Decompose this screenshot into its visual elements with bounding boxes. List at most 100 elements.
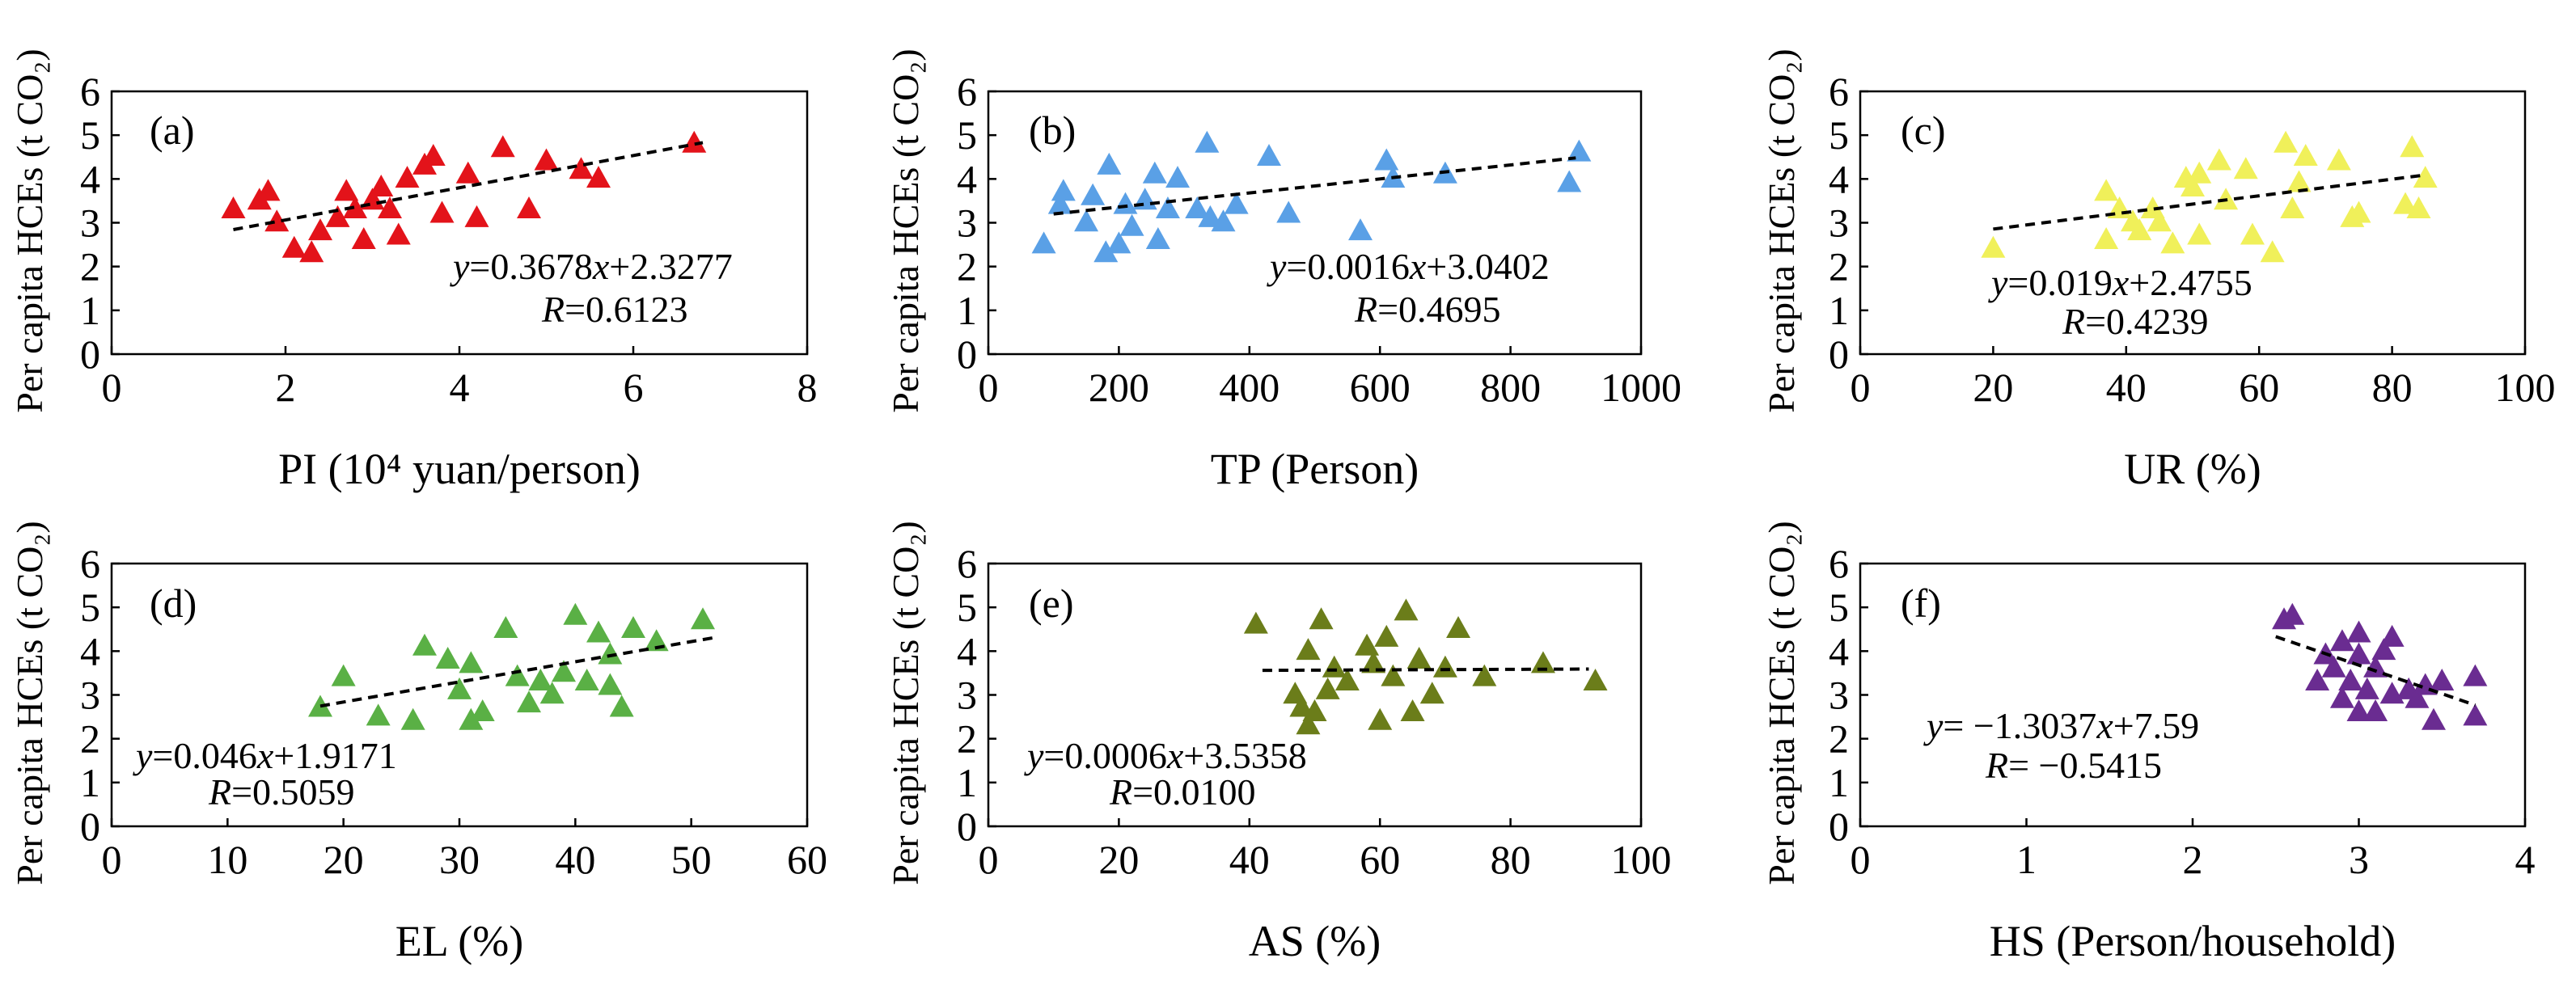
data-point: [598, 642, 623, 665]
y-tick-label: 4: [80, 628, 100, 673]
x-tick-label: 3: [2349, 837, 2369, 882]
data-point: [1347, 218, 1373, 241]
data-point: [1106, 231, 1131, 254]
data-point: [1315, 677, 1340, 699]
data-point: [1119, 213, 1144, 236]
data-point: [343, 196, 367, 219]
y-tick-label: 1: [80, 288, 100, 333]
data-point: [400, 707, 425, 730]
fit-line: [233, 141, 704, 231]
fit-equation: y=0.3678x+2.3277: [450, 246, 733, 287]
plot-frame: [110, 90, 809, 356]
x-tick-label: 4: [2515, 837, 2536, 882]
correlation-label: R=0.0100: [1109, 771, 1256, 813]
data-point: [1374, 148, 1399, 171]
data-point: [569, 157, 594, 179]
x-axis-title: HS (Person/household): [1990, 917, 2396, 965]
x-tick-label: 2: [276, 365, 296, 410]
panel-label: (a): [150, 108, 195, 153]
data-point: [2421, 707, 2446, 730]
data-point: [574, 669, 599, 691]
x-tick-label: 40: [1229, 837, 1270, 882]
data-point: [2280, 196, 2305, 219]
data-point: [2430, 669, 2455, 691]
data-point: [2405, 686, 2430, 708]
x-tick-label: 20: [324, 837, 364, 882]
y-tick-label: 2: [1829, 244, 1849, 289]
data-point: [1394, 598, 1419, 621]
x-tick-label: 6: [624, 365, 644, 410]
data-point: [2206, 148, 2231, 171]
correlation-label: R=0.5059: [208, 771, 355, 813]
data-point: [429, 201, 455, 223]
y-axis-title: Per capita HCEs (t CO₂): [1761, 521, 1802, 885]
data-point: [586, 620, 611, 643]
data-point: [1211, 209, 1236, 232]
x-tick-label: 0: [102, 837, 122, 882]
data-point: [2260, 240, 2285, 263]
data-point: [1031, 231, 1056, 254]
data-point: [1400, 699, 1425, 721]
x-axis-title: UR (%): [2124, 445, 2261, 493]
data-point: [528, 669, 553, 691]
data-point: [2127, 218, 2152, 241]
data-point: [334, 179, 359, 201]
data-point: [1195, 130, 1220, 153]
data-point: [447, 677, 472, 699]
data-point: [2413, 166, 2438, 188]
data-point: [351, 226, 376, 249]
y-tick-label: 6: [80, 69, 100, 114]
data-point: [2240, 222, 2265, 245]
y-axis-title: Per capita HCEs (t CO₂): [9, 49, 50, 412]
x-tick-label: 400: [1219, 365, 1280, 410]
data-point: [2280, 602, 2305, 625]
x-tick-label: 100: [1611, 837, 1672, 882]
x-tick-label: 600: [1350, 365, 1411, 410]
data-point: [2233, 157, 2258, 179]
data-point: [609, 695, 634, 717]
data-point: [2274, 130, 2299, 153]
y-tick-label: 0: [1829, 331, 1849, 377]
data-point: [221, 196, 246, 219]
y-tick-label: 5: [957, 112, 977, 158]
data-point: [264, 209, 290, 232]
data-point: [1583, 669, 1608, 691]
x-tick-label: 10: [207, 837, 247, 882]
plot-frame: [987, 562, 1643, 828]
x-axis-title: EL (%): [395, 917, 523, 965]
fit-equation: y=0.0006x+3.5358: [1024, 735, 1307, 776]
plot-frame: [1859, 562, 2527, 828]
data-point: [2406, 196, 2431, 219]
y-tick-label: 4: [957, 628, 977, 673]
data-point: [1309, 607, 1334, 630]
y-tick-label: 5: [80, 585, 100, 630]
data-point: [308, 218, 332, 241]
data-point: [2094, 226, 2119, 249]
data-point: [1419, 682, 1445, 704]
data-point: [2338, 669, 2363, 691]
y-axis-title: Per capita HCEs (t CO₂): [1761, 49, 1802, 412]
y-tick-label: 2: [80, 716, 100, 762]
y-tick-label: 6: [957, 69, 977, 114]
data-point: [1142, 161, 1167, 184]
data-point: [2321, 655, 2346, 678]
y-tick-label: 1: [1829, 760, 1849, 805]
x-tick-label: 60: [787, 837, 827, 882]
data-point: [1355, 633, 1380, 656]
y-tick-label: 5: [80, 112, 100, 158]
data-point: [2463, 703, 2488, 726]
fit-line: [319, 635, 715, 708]
fit-equation: y= −1.3037x+7.59: [1923, 705, 2199, 746]
data-point: [1302, 699, 1327, 721]
data-point: [378, 196, 402, 219]
fit-line: [2275, 635, 2477, 707]
data-point: [1472, 664, 1497, 686]
y-tick-label: 6: [1829, 69, 1849, 114]
fit-line: [1053, 156, 1576, 216]
y-tick-label: 6: [80, 541, 100, 586]
y-tick-label: 4: [1829, 156, 1849, 201]
x-tick-label: 60: [1360, 837, 1400, 882]
